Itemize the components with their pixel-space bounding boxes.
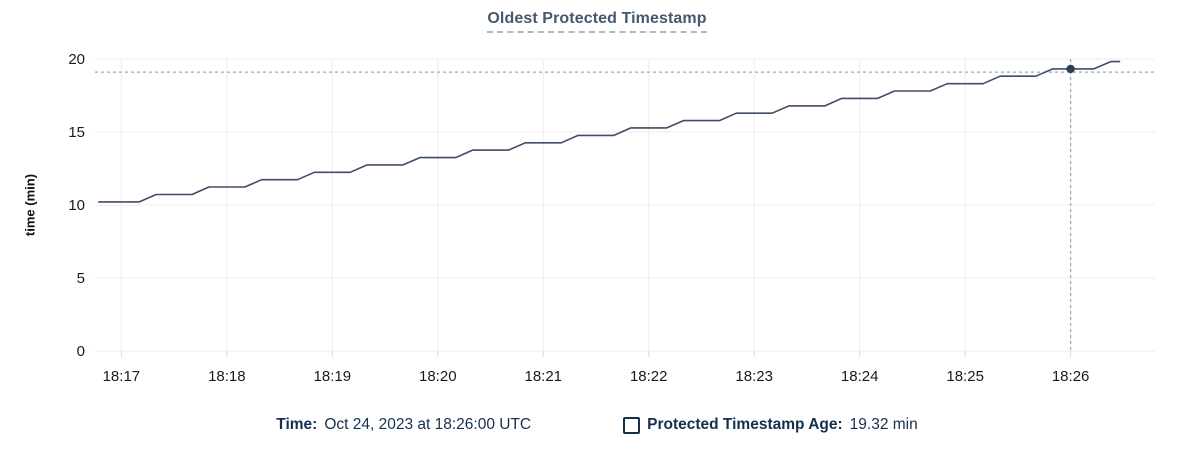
series-line: [98, 60, 1121, 203]
y-tick-label: 15: [68, 124, 85, 141]
series-legend-item[interactable]: Protected Timestamp Age: 19.32 min: [623, 416, 918, 434]
x-tick-label: 18:21: [524, 368, 562, 385]
x-tick-label: 18:22: [630, 368, 668, 385]
y-tick-label: 0: [77, 343, 85, 360]
legend-checkbox-icon[interactable]: [623, 416, 641, 434]
hover-point-dot: [1066, 64, 1075, 74]
chart-footer-legend: Time: Oct 24, 2023 at 18:26:00 UTC Prote…: [0, 416, 1194, 434]
y-tick-label: 5: [77, 270, 85, 287]
time-label: Time:: [276, 416, 318, 433]
x-tick-label: 18:19: [314, 368, 352, 385]
series-value: 19.32 min: [849, 416, 918, 433]
x-tick-label: 18:24: [841, 368, 879, 385]
x-tick-label: 18:23: [735, 368, 773, 385]
x-tick-label: 18:20: [419, 368, 457, 385]
series-label: Protected Timestamp Age:: [647, 416, 843, 433]
chart-title[interactable]: Oldest Protected Timestamp: [487, 10, 707, 33]
time-value: Oct 24, 2023 at 18:26:00 UTC: [324, 416, 532, 433]
x-tick-label: 18:25: [946, 368, 984, 385]
x-tick-label: 18:17: [103, 368, 141, 385]
y-tick-label: 10: [68, 197, 85, 214]
hover-time-readout: Time: Oct 24, 2023 at 18:26:00 UTC: [276, 416, 531, 434]
x-tick-label: 18:18: [208, 368, 246, 385]
y-tick-label: 20: [68, 51, 85, 68]
x-tick-label: 18:26: [1052, 368, 1090, 385]
chart-title-row: Oldest Protected Timestamp: [0, 10, 1194, 33]
line-chart-plot-area[interactable]: 0 5 10 15 20 18:17 18:18 18:19 18:20 18:21 18:22 18…: [0, 0, 1194, 400]
